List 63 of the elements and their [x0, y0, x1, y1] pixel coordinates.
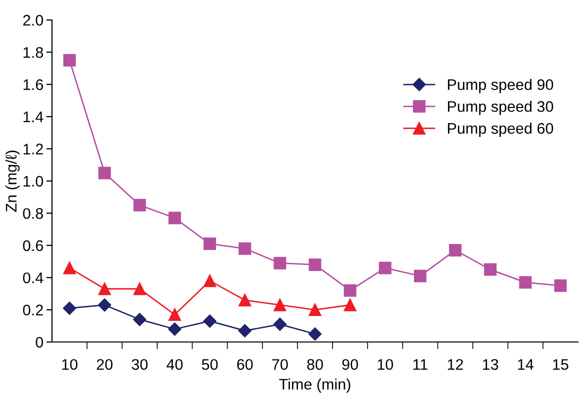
x-tick-label: 70 — [272, 359, 288, 370]
point — [168, 308, 181, 321]
point — [168, 212, 181, 224]
point — [308, 304, 322, 316]
y-tick-label: 1.2 — [24, 144, 43, 154]
point — [308, 258, 322, 271]
y-tick-label: 1.6 — [24, 79, 43, 90]
point — [204, 238, 216, 250]
y-tick-label: 1.4 — [24, 112, 44, 122]
point — [62, 302, 76, 315]
y-tick-label: 1.0 — [24, 176, 44, 187]
point — [449, 244, 462, 256]
point — [133, 312, 146, 326]
x-tick-label: 10 — [378, 359, 394, 370]
point — [273, 318, 287, 331]
y-tick-label: 0.6 — [23, 240, 43, 252]
y-tick-label: 0 — [36, 336, 44, 348]
point — [554, 279, 567, 292]
x-axis-title: Time (min) — [279, 378, 350, 393]
point — [344, 298, 356, 312]
legend-label: Pump speed 60 — [448, 122, 554, 137]
point — [98, 282, 111, 296]
point — [238, 242, 252, 255]
x-tick-label: 14 — [518, 359, 534, 370]
x-tick-label: 30 — [132, 359, 148, 370]
point — [203, 314, 216, 328]
point — [414, 270, 426, 282]
legend-label: Pump speed 90 — [448, 78, 554, 94]
y-tick-label: 0.8 — [23, 208, 44, 219]
x-tick-label: 20 — [96, 359, 112, 370]
y-tick-label: 1.8 — [24, 47, 44, 58]
legend-label: Pump speed 30 — [448, 100, 554, 115]
x-tick-label: 15 — [553, 359, 568, 370]
point — [274, 256, 286, 270]
point — [133, 282, 146, 296]
y-tick-label: 0.4 — [23, 272, 44, 284]
x-tick-label: 13 — [483, 359, 498, 370]
point — [274, 298, 286, 312]
point — [168, 322, 182, 336]
point — [98, 166, 111, 180]
point — [133, 198, 146, 212]
point — [519, 276, 532, 289]
point — [378, 262, 392, 274]
x-tick-label: 80 — [307, 359, 323, 370]
x-tick-label: 60 — [237, 359, 253, 370]
y-tick-label: 0.2 — [23, 304, 43, 316]
x-tick-label: 11 — [413, 359, 428, 370]
point — [63, 262, 76, 274]
x-tick-label: 50 — [202, 359, 218, 370]
point — [484, 263, 497, 276]
x-tick-label: 40 — [166, 359, 183, 370]
x-tick-label: 90 — [342, 359, 358, 370]
point — [308, 327, 322, 341]
point — [238, 324, 252, 338]
point — [63, 54, 76, 66]
y-axis-title: Zn (mg/ℓ) — [5, 150, 20, 212]
y-tick-label: 2.0 — [23, 14, 44, 26]
x-tick-label: 12 — [448, 359, 463, 370]
point — [204, 274, 216, 288]
x-tick-label: 10 — [62, 359, 78, 370]
point — [344, 284, 356, 297]
point — [238, 294, 252, 306]
point — [98, 298, 112, 312]
